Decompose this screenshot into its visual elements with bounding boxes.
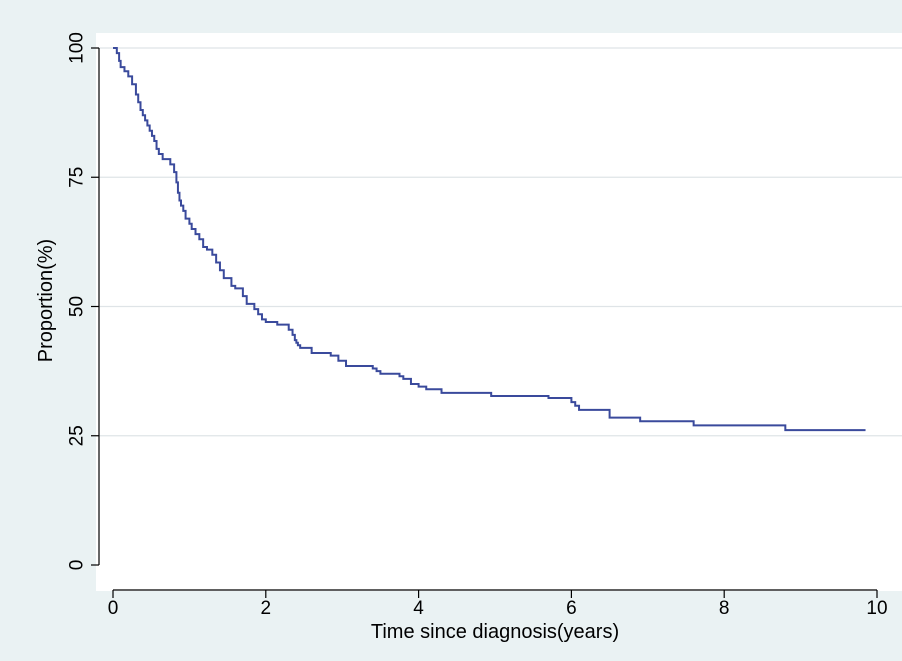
x-tick-label: 4	[413, 598, 424, 619]
survival-curve-0	[113, 47, 866, 432]
x-tick-label: 2	[261, 598, 272, 619]
y-tick-label: 25	[67, 425, 88, 446]
x-tick-label: 0	[108, 598, 119, 619]
x-tick-label: 8	[719, 598, 730, 619]
y-axis-title: Proportion(%)	[35, 239, 57, 362]
plot-area	[96, 33, 902, 591]
y-tick-label: 0	[67, 560, 88, 571]
y-axis: 0 25 50 75 100	[67, 32, 100, 571]
y-tick-label: 50	[67, 296, 88, 317]
x-tick-label: 6	[566, 598, 577, 619]
y-tick-label: 75	[67, 167, 88, 188]
y-tick-label: 100	[67, 32, 88, 64]
series-layer	[113, 47, 866, 432]
x-axis-title: Time since diagnosis(years)	[371, 621, 619, 643]
gridlines	[96, 47, 902, 437]
x-tick-label: 10	[866, 598, 887, 619]
x-axis: 0 2 4 6 8 10	[108, 589, 888, 619]
